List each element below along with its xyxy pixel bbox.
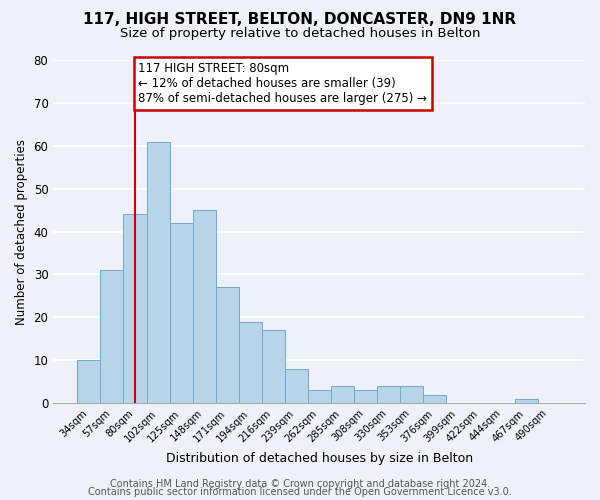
Text: Size of property relative to detached houses in Belton: Size of property relative to detached ho… — [120, 28, 480, 40]
X-axis label: Distribution of detached houses by size in Belton: Distribution of detached houses by size … — [166, 452, 473, 465]
Bar — [423, 394, 446, 403]
Bar — [77, 360, 100, 403]
Bar — [515, 399, 538, 403]
Bar — [193, 210, 215, 403]
Text: Contains public sector information licensed under the Open Government Licence v3: Contains public sector information licen… — [88, 487, 512, 497]
Bar — [377, 386, 400, 403]
Bar — [215, 288, 239, 403]
Y-axis label: Number of detached properties: Number of detached properties — [15, 138, 28, 324]
Bar — [124, 214, 146, 403]
Bar — [353, 390, 377, 403]
Bar — [284, 369, 308, 403]
Bar — [331, 386, 353, 403]
Bar — [146, 142, 170, 403]
Bar — [239, 322, 262, 403]
Bar — [308, 390, 331, 403]
Bar — [262, 330, 284, 403]
Text: Contains HM Land Registry data © Crown copyright and database right 2024.: Contains HM Land Registry data © Crown c… — [110, 479, 490, 489]
Bar — [400, 386, 423, 403]
Bar — [170, 223, 193, 403]
Bar — [100, 270, 124, 403]
Text: 117, HIGH STREET, BELTON, DONCASTER, DN9 1NR: 117, HIGH STREET, BELTON, DONCASTER, DN9… — [83, 12, 517, 28]
Text: 117 HIGH STREET: 80sqm
← 12% of detached houses are smaller (39)
87% of semi-det: 117 HIGH STREET: 80sqm ← 12% of detached… — [139, 62, 427, 105]
